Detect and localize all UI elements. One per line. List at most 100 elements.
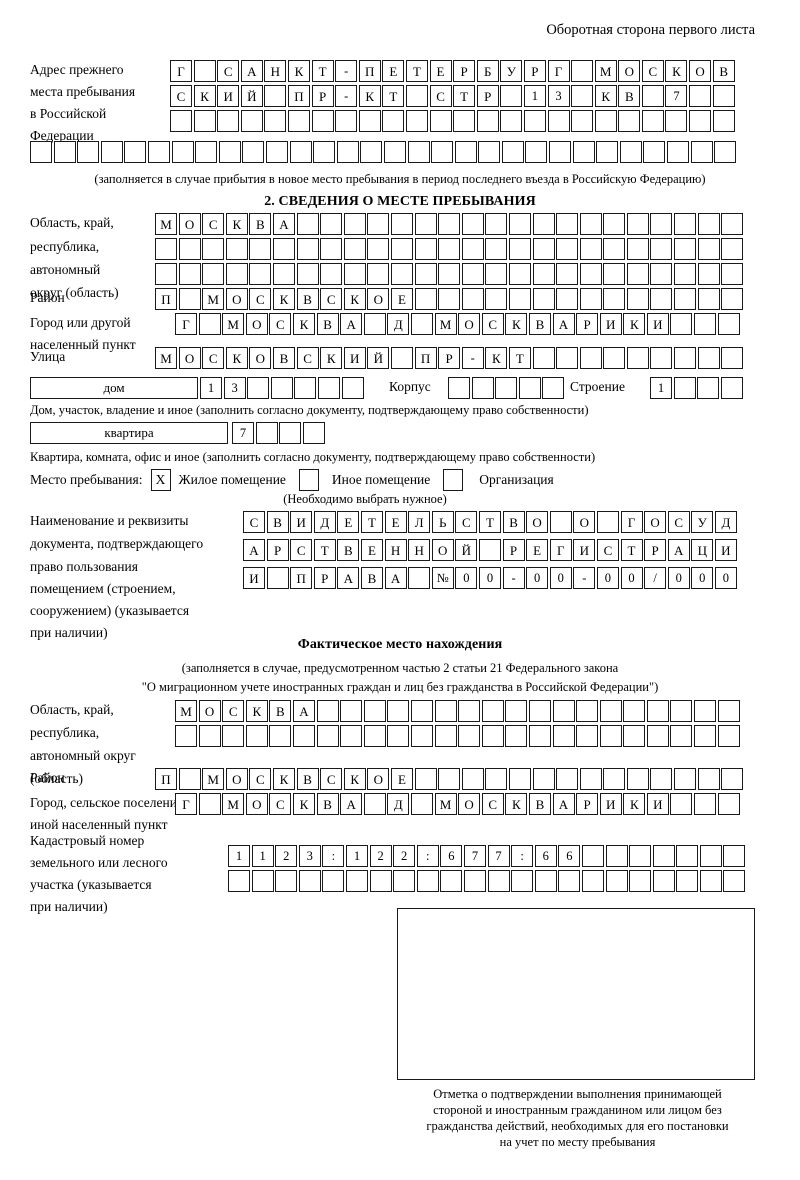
form-cell[interactable]: О xyxy=(618,60,641,82)
form-cell[interactable] xyxy=(266,567,289,589)
house-box-label[interactable]: дом xyxy=(30,377,198,399)
form-cell[interactable]: - xyxy=(502,567,525,589)
form-cell[interactable]: К xyxy=(485,347,508,369)
form-cell[interactable] xyxy=(581,845,604,867)
form-cell[interactable]: : xyxy=(511,845,534,867)
form-cell[interactable]: В xyxy=(296,768,319,790)
form-cell[interactable]: Н xyxy=(264,60,287,82)
form-cell[interactable] xyxy=(619,141,642,163)
form-cell[interactable]: Т xyxy=(360,511,383,533)
form-cell[interactable]: К xyxy=(292,313,315,335)
form-cell[interactable] xyxy=(481,700,504,722)
form-cell[interactable] xyxy=(249,238,272,260)
form-cell[interactable] xyxy=(717,725,740,747)
form-cell[interactable]: Й xyxy=(367,347,390,369)
form-cell[interactable] xyxy=(721,213,744,235)
form-cell[interactable]: 0 xyxy=(455,567,478,589)
form-cell[interactable] xyxy=(571,85,594,107)
form-cell[interactable] xyxy=(481,725,504,747)
form-cell[interactable]: : xyxy=(322,845,345,867)
form-cell[interactable]: 3 xyxy=(547,85,570,107)
form-cell[interactable]: Р xyxy=(311,85,334,107)
form-cell[interactable]: Г xyxy=(547,60,570,82)
form-cell[interactable]: С xyxy=(641,60,664,82)
form-cell[interactable] xyxy=(508,213,531,235)
form-cell[interactable] xyxy=(694,313,717,335)
form-cell[interactable] xyxy=(264,110,287,132)
form-cell[interactable]: К xyxy=(287,60,310,82)
form-cell[interactable] xyxy=(532,213,555,235)
form-cell[interactable] xyxy=(652,870,675,892)
form-cell[interactable] xyxy=(272,238,295,260)
form-cell[interactable] xyxy=(360,141,383,163)
form-cell[interactable] xyxy=(723,845,746,867)
form-cell[interactable] xyxy=(367,238,390,260)
form-cell[interactable] xyxy=(202,238,225,260)
form-cell[interactable]: 1 xyxy=(251,845,274,867)
form-cell[interactable] xyxy=(717,793,740,815)
form-cell[interactable] xyxy=(501,141,524,163)
form-cell[interactable]: / xyxy=(644,567,667,589)
form-cell[interactable] xyxy=(576,700,599,722)
form-cell[interactable] xyxy=(414,263,437,285)
form-cell[interactable]: С xyxy=(249,768,272,790)
form-cell[interactable] xyxy=(599,725,622,747)
form-cell[interactable] xyxy=(225,238,248,260)
form-cell[interactable]: О xyxy=(249,347,272,369)
form-cell[interactable]: Т xyxy=(453,85,476,107)
form-cell[interactable]: К xyxy=(343,768,366,790)
form-cell[interactable] xyxy=(410,725,433,747)
form-cell[interactable] xyxy=(414,213,437,235)
form-cell[interactable] xyxy=(670,313,693,335)
form-cell[interactable] xyxy=(405,85,428,107)
form-cell[interactable] xyxy=(431,141,454,163)
form-cell[interactable]: Б xyxy=(476,60,499,82)
form-cell[interactable]: И xyxy=(599,793,622,815)
form-cell[interactable]: К xyxy=(594,85,617,107)
form-cell[interactable] xyxy=(495,377,518,399)
form-cell[interactable] xyxy=(572,141,595,163)
form-cell[interactable]: О xyxy=(689,60,712,82)
form-cell[interactable] xyxy=(461,263,484,285)
form-cell[interactable] xyxy=(434,700,457,722)
form-cell[interactable] xyxy=(674,238,697,260)
form-cell[interactable] xyxy=(178,263,201,285)
form-cell[interactable]: 1 xyxy=(228,845,250,867)
form-cell[interactable] xyxy=(650,213,673,235)
form-cell[interactable] xyxy=(674,768,697,790)
form-cell[interactable] xyxy=(407,141,430,163)
form-cell[interactable] xyxy=(532,263,555,285)
form-cell[interactable] xyxy=(255,422,278,444)
form-cell[interactable] xyxy=(667,141,690,163)
form-cell[interactable] xyxy=(155,238,177,260)
form-cell[interactable]: Т xyxy=(405,60,428,82)
form-cell[interactable]: В xyxy=(712,60,735,82)
form-cell[interactable]: А xyxy=(340,793,363,815)
form-cell[interactable] xyxy=(690,141,713,163)
form-cell[interactable] xyxy=(603,347,626,369)
form-cell[interactable] xyxy=(525,141,548,163)
form-cell[interactable] xyxy=(532,238,555,260)
form-cell[interactable]: 2 xyxy=(369,845,392,867)
form-cell[interactable] xyxy=(320,213,343,235)
form-cell[interactable] xyxy=(712,85,735,107)
form-cell[interactable]: О xyxy=(225,288,248,310)
form-cell[interactable]: С xyxy=(202,213,225,235)
form-cell[interactable]: О xyxy=(245,313,268,335)
form-cell[interactable] xyxy=(581,870,604,892)
form-cell[interactable]: 2 xyxy=(393,845,416,867)
form-cell[interactable]: Г xyxy=(170,60,192,82)
form-cell[interactable] xyxy=(340,700,363,722)
form-cell[interactable] xyxy=(322,870,345,892)
form-cell[interactable]: О xyxy=(644,511,667,533)
form-cell[interactable]: М xyxy=(434,313,457,335)
form-cell[interactable] xyxy=(296,263,319,285)
form-cell[interactable] xyxy=(505,700,528,722)
form-cell[interactable] xyxy=(511,870,534,892)
form-cell[interactable] xyxy=(697,263,720,285)
form-cell[interactable] xyxy=(363,313,386,335)
form-cell[interactable] xyxy=(576,725,599,747)
